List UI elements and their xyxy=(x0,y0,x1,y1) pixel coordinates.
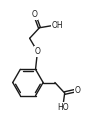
Text: O: O xyxy=(32,10,37,19)
Text: OH: OH xyxy=(51,21,63,30)
Text: O: O xyxy=(74,86,80,95)
Text: HO: HO xyxy=(57,103,69,112)
Text: O: O xyxy=(35,47,40,56)
